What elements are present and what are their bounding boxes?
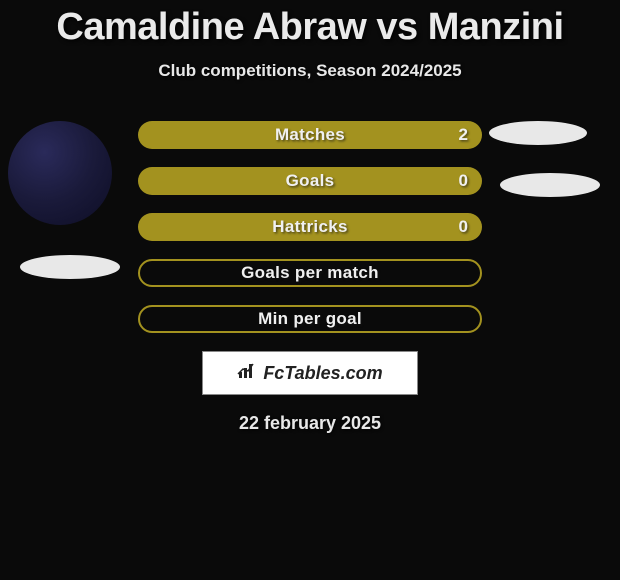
stat-bar: Min per goal <box>138 305 482 333</box>
infographic-container: Camaldine Abraw vs Manzini Club competit… <box>0 0 620 434</box>
page-title: Camaldine Abraw vs Manzini <box>0 0 620 49</box>
subtitle: Club competitions, Season 2024/2025 <box>0 61 620 81</box>
stat-bar: Goals per match <box>138 259 482 287</box>
source-logo-box: FcTables.com <box>202 351 418 395</box>
stat-bar-label: Goals per match <box>241 263 379 283</box>
chart-icon <box>237 362 259 385</box>
stat-bars: Matches 2 Goals 0 Hattricks 0 Goals per match M… <box>138 121 482 333</box>
stat-bar: Hattricks 0 <box>138 213 482 241</box>
stat-bar-value: 2 <box>459 125 468 145</box>
source-logo: FcTables.com <box>237 362 382 385</box>
stat-bar: Goals 0 <box>138 167 482 195</box>
player-tag-left <box>20 255 120 279</box>
stat-bar-label: Goals <box>286 171 335 191</box>
player-tag-right-2 <box>500 173 600 197</box>
player-tag-right-1 <box>489 121 587 145</box>
player-avatar-left <box>8 121 112 225</box>
date-text: 22 february 2025 <box>0 413 620 434</box>
stat-bar-value: 0 <box>459 171 468 191</box>
stat-bar-label: Hattricks <box>272 217 347 237</box>
stat-bar-label: Matches <box>275 125 345 145</box>
source-logo-text: FcTables.com <box>263 363 382 384</box>
stat-bar: Matches 2 <box>138 121 482 149</box>
stat-bar-label: Min per goal <box>258 309 362 329</box>
stat-bar-value: 0 <box>459 217 468 237</box>
content-area: Matches 2 Goals 0 Hattricks 0 Goals per match M… <box>0 121 620 434</box>
